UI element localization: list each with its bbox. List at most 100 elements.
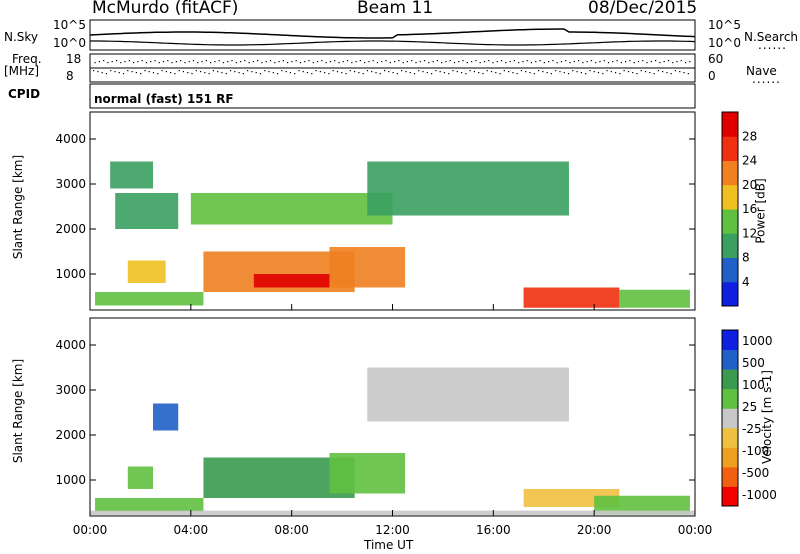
freq-dot (321, 60, 323, 62)
nave-dot (585, 73, 587, 75)
nave-dot (533, 73, 535, 75)
nave-dot (503, 70, 505, 72)
freq-dot (569, 62, 571, 64)
colorbar-tick-label: 8 (742, 251, 750, 265)
nave-dot (559, 71, 561, 73)
colorbar-segment (722, 427, 738, 448)
freq-dot (188, 61, 190, 63)
freq-dot (316, 61, 319, 63)
freq-dot (269, 60, 272, 62)
nave-dot (456, 71, 458, 73)
xtick-label: 12:00 (375, 523, 410, 537)
colorbar-segment (722, 466, 738, 487)
nave-label: Nave (746, 64, 777, 78)
nave-dot (550, 73, 553, 75)
freq-dot (389, 62, 391, 64)
colorbar-segment (722, 369, 738, 390)
freq-dot (483, 61, 486, 63)
nave-dot (191, 73, 193, 75)
freq-dot (586, 61, 588, 63)
freq-dot (103, 60, 105, 62)
nave-dot (431, 73, 433, 75)
freq-top-tick: 18 (66, 52, 82, 66)
colorbar-segment (722, 209, 738, 234)
noise-strip (89, 19, 696, 51)
cpid-strip (89, 83, 696, 109)
nave-dot (174, 73, 176, 75)
colorbar-segment (722, 486, 738, 507)
nave-dot (358, 72, 360, 74)
freq-dot (278, 61, 280, 63)
nave-dot (259, 73, 262, 75)
ytick-label: 4000 (55, 338, 86, 352)
nave-dot (122, 73, 125, 75)
nave-dot (375, 72, 377, 74)
colorbar-tick-label: -100 (742, 444, 769, 458)
nave-dot (178, 70, 180, 72)
freq-dot (612, 61, 614, 63)
nave-dot (576, 71, 578, 73)
xtick-label: 04:00 (174, 523, 209, 537)
freq-dot (625, 61, 627, 63)
nave-dot (105, 73, 108, 75)
freq-dot (535, 61, 537, 63)
freq-dot (402, 62, 404, 64)
echo-region (115, 193, 179, 229)
freq-dot (689, 61, 691, 63)
nave-dot (332, 70, 334, 72)
nave-dot (674, 70, 677, 72)
freq-dot (659, 62, 661, 64)
nave-dot (204, 72, 206, 74)
nave-dot (294, 73, 296, 75)
nave-dot (298, 70, 300, 72)
nave-dot (182, 71, 185, 73)
nave-dot (272, 72, 274, 74)
freq-dot (667, 60, 670, 62)
freq-dot (565, 60, 567, 62)
nave-dot (542, 71, 544, 73)
freq-dot (543, 62, 545, 64)
ytick-label: 2000 (55, 428, 86, 442)
freq-dot (552, 60, 554, 62)
freq-dot (500, 60, 503, 62)
nave-dot (572, 70, 574, 72)
station-title: McMurdo (fitACF) (92, 0, 239, 18)
freq-dot (539, 60, 541, 62)
freq-dot (488, 60, 490, 62)
colorbar-segment (722, 233, 738, 258)
freq-dot (466, 62, 468, 64)
freq-dot (560, 61, 563, 63)
freq-dot (124, 61, 126, 63)
xtick-label: 16:00 (476, 523, 511, 537)
echo-region (367, 367, 569, 422)
nsearch-dots: ...... (758, 38, 787, 52)
freq-dot (633, 62, 635, 64)
freq-dot (530, 62, 533, 64)
colorbar-tick-label: 100 (742, 378, 765, 392)
nave-dot (208, 73, 210, 75)
nave-dot (614, 72, 617, 74)
nave-dot (281, 70, 283, 72)
nave-dot (516, 73, 518, 75)
echo-region (329, 247, 406, 288)
nave-dot (401, 70, 403, 72)
freq-dot (359, 60, 361, 62)
nave-dot (336, 71, 339, 73)
freq-dot (423, 60, 426, 62)
freq-dot (577, 60, 580, 62)
nave-dot (148, 71, 150, 73)
nave-dot (644, 71, 647, 73)
freq-dot (629, 60, 631, 62)
nave-dot (247, 70, 249, 72)
nave-dot (161, 70, 163, 72)
nave-dot (567, 73, 570, 75)
colorbar-tick-label: -25 (742, 422, 762, 436)
freq-dot (304, 61, 306, 63)
freq-dot (244, 60, 246, 62)
freq-dot (582, 62, 584, 64)
freq-dot (368, 61, 370, 63)
colorbar-segment (722, 257, 738, 283)
nave-dot (452, 70, 454, 72)
freq-dot (654, 60, 657, 62)
freq-dot (252, 61, 255, 63)
